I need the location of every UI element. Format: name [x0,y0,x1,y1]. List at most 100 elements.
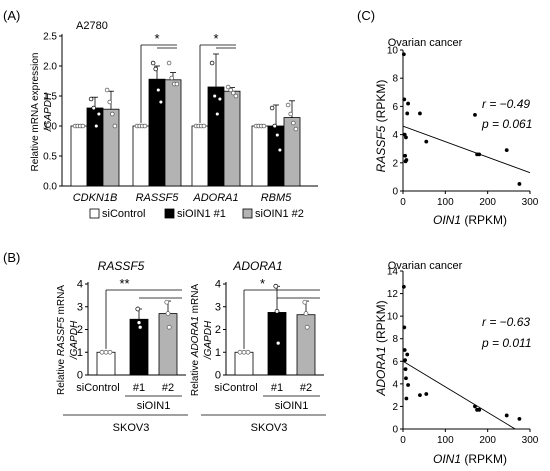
y-tick-label: 1.0 [43,122,57,133]
bar [158,313,178,376]
x-category-label: ADORA1 [192,192,238,204]
x-tick-label: 300 [522,435,539,446]
y-tick-label: 4 [77,279,83,291]
trend-line [402,125,531,174]
chart-c2-xlabel: OIN1 (RPKM) [433,452,507,466]
data-point [217,96,223,102]
x-category-label: #2 [300,382,312,394]
data-point [107,99,112,105]
data-point [233,93,239,99]
y-tick-label: 6 [392,102,398,113]
y-tick-label: 8 [392,74,398,85]
cell-line-label: SKOV3 [113,422,150,434]
y-tick-label: 2.5 [43,32,57,43]
scatter-point [402,348,407,352]
chart-c1-xlabel: OIN1 (RPKM) [433,213,507,227]
data-point [107,349,113,355]
data-point [174,81,180,87]
y-tick-label: 0.5 [43,152,57,163]
x-tick-label: 0 [400,435,406,446]
scatter-point [401,284,406,289]
data-point [288,111,293,117]
scatter-point [517,416,522,421]
scatter-point [402,325,407,330]
x-tick-label: 200 [479,435,496,446]
data-point [150,60,156,66]
data-point [103,349,109,355]
data-point [112,123,118,129]
scatter-point [504,148,509,153]
bar [223,90,241,187]
scatter-point [504,413,509,418]
significance-star: ** [119,276,129,291]
y-tick-label: 2 [215,324,221,336]
bar [70,125,88,187]
chart-c2-title: Ovarian cancer [388,260,463,272]
scatter-point [405,111,410,116]
data-point [261,123,267,129]
data-point [291,120,296,126]
y-tick-label: 4 [392,379,398,390]
y-tick-label: 3 [215,301,221,313]
scatter-point [403,367,408,372]
x-category-label: siControl [214,382,257,394]
panel-label-b: (B) [3,250,20,265]
y-tick-label: 2 [392,402,398,413]
bar [96,351,116,376]
x-category-label: RBM5 [261,192,292,204]
y-tick-label: 2.0 [43,62,57,73]
y-tick-label: 8 [392,334,398,345]
data-point [303,311,309,316]
scatter-point [404,396,409,401]
y-tick-label: 2 [392,158,398,169]
x-category-label: #1 [271,382,283,394]
x-tick-label: 100 [437,197,454,208]
x-tick-label: 0 [400,197,406,208]
chart-c2-p-value: p = 0.011 [481,336,532,350]
x-category-label: #2 [162,382,174,394]
legend-swatch-oin1-2 [242,208,253,219]
legend-label-control: siControl [102,208,145,220]
chart-b1: 0 1 2 3 4 siControl #1 #2 siOIN1 SKOV3 ** [63,276,188,434]
scatter-point [418,111,422,116]
data-point [165,311,171,316]
y-tick-label: 10 [387,46,399,57]
y-tick-label: 0 [392,425,398,436]
y-tick-label: 1 [77,347,83,359]
scatter-point [401,52,406,57]
panel-label-c: (C) [357,8,375,23]
legend: siControl siOIN1 #1 siOIN1 #2 [89,208,304,220]
scatter-point [473,112,477,117]
scatter-point [402,97,407,102]
data-point [166,60,172,66]
data-point [274,308,280,314]
chart-c2-ylabel: ADORA1 (RPKM) [374,300,388,396]
scatter-point [404,158,409,162]
data-point [166,324,172,330]
group-label: siOIN1 [275,400,309,412]
x-category-label: CDKN1B [73,192,118,204]
chart-c2-r-value: r = −0.63 [482,315,530,329]
data-point [135,306,141,312]
y-tick-label: 4 [392,130,398,141]
x-tick-label: 200 [479,197,496,208]
data-point [275,132,280,138]
bar [296,314,316,376]
chart-a: 0.0 0.5 1.0 1.5 2.0 2.5 CDKN1B RASSF5 ADORA1 RBM5… [43,31,318,204]
bar [148,78,166,187]
scatter-point [404,376,408,381]
y-tick-label: 1.5 [43,92,57,103]
data-point [302,299,308,305]
scatter-point [424,139,429,144]
x-category-label: #1 [133,382,145,394]
chart-a-subtitle: A2780 [76,20,108,32]
chart-c1-r-value: r = −0.49 [482,97,530,111]
data-point [99,349,105,355]
data-point [225,84,231,90]
scatter-point [477,152,482,157]
chart-a-ylabel-line2: /GAPDH [43,92,54,132]
y-tick-label: 1 [215,347,221,359]
data-point [104,87,110,93]
data-point [237,349,243,355]
data-point [169,75,174,81]
